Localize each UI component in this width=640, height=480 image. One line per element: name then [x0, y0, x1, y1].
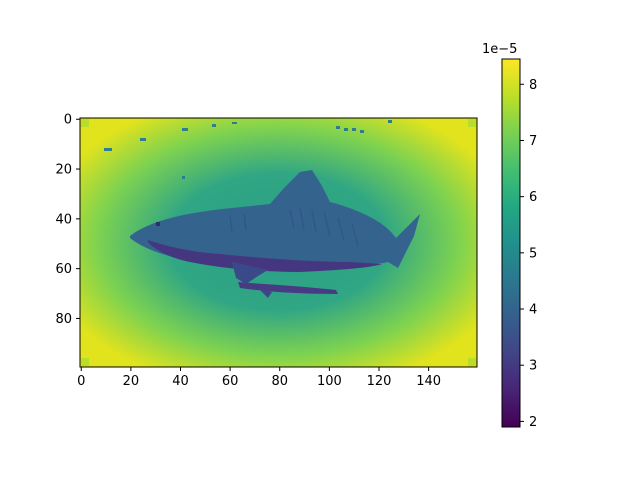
x-tick-label: 100 [317, 374, 342, 389]
x-tick-label: 0 [77, 374, 85, 389]
corner-marker-br [468, 358, 476, 366]
colorbar-tick-label: 8 [529, 78, 537, 93]
axes-frame [79, 117, 478, 368]
y-tick-label: 40 [55, 212, 72, 227]
heatmap-image [80, 118, 477, 367]
shark-belly [148, 240, 382, 272]
y-axis: 0 20 40 60 80 [55, 113, 80, 327]
shark-body [130, 170, 420, 271]
x-tick-label: 120 [367, 374, 392, 389]
corner-marker-tr [468, 119, 476, 127]
colorbar [501, 58, 521, 428]
colorbar-axis: 2 3 4 5 6 7 8 [520, 78, 537, 430]
x-tick-label: 40 [172, 374, 189, 389]
y-tick-label: 20 [55, 163, 72, 178]
x-tick-label: 20 [123, 374, 140, 389]
colorbar-tick-label: 2 [529, 415, 537, 430]
y-tick-label: 60 [55, 262, 72, 277]
colorbar-tick-label: 3 [529, 359, 537, 374]
y-tick-label: 80 [55, 312, 72, 327]
x-axis: 0 20 40 60 80 100 120 140 [77, 367, 441, 389]
top-noise-specks [104, 120, 392, 179]
x-tick-label: 140 [416, 374, 441, 389]
x-tick-label: 60 [222, 374, 239, 389]
corner-marker-tl [81, 119, 89, 127]
colorbar-tick-label: 4 [529, 303, 537, 318]
y-tick-label: 0 [64, 113, 72, 128]
remora-fish [238, 282, 338, 294]
colorbar-tick-label: 7 [529, 134, 537, 149]
shark-stripes [229, 207, 359, 247]
x-tick-label: 80 [271, 374, 288, 389]
shark-pectoral-fin [232, 262, 268, 284]
corner-marker-bl [81, 358, 89, 366]
colorbar-tick-label: 6 [529, 190, 537, 205]
colorbar-offset-text: 1e−5 [482, 42, 517, 57]
colorbar-tick-label: 5 [529, 246, 537, 261]
shark-eye [156, 222, 160, 226]
